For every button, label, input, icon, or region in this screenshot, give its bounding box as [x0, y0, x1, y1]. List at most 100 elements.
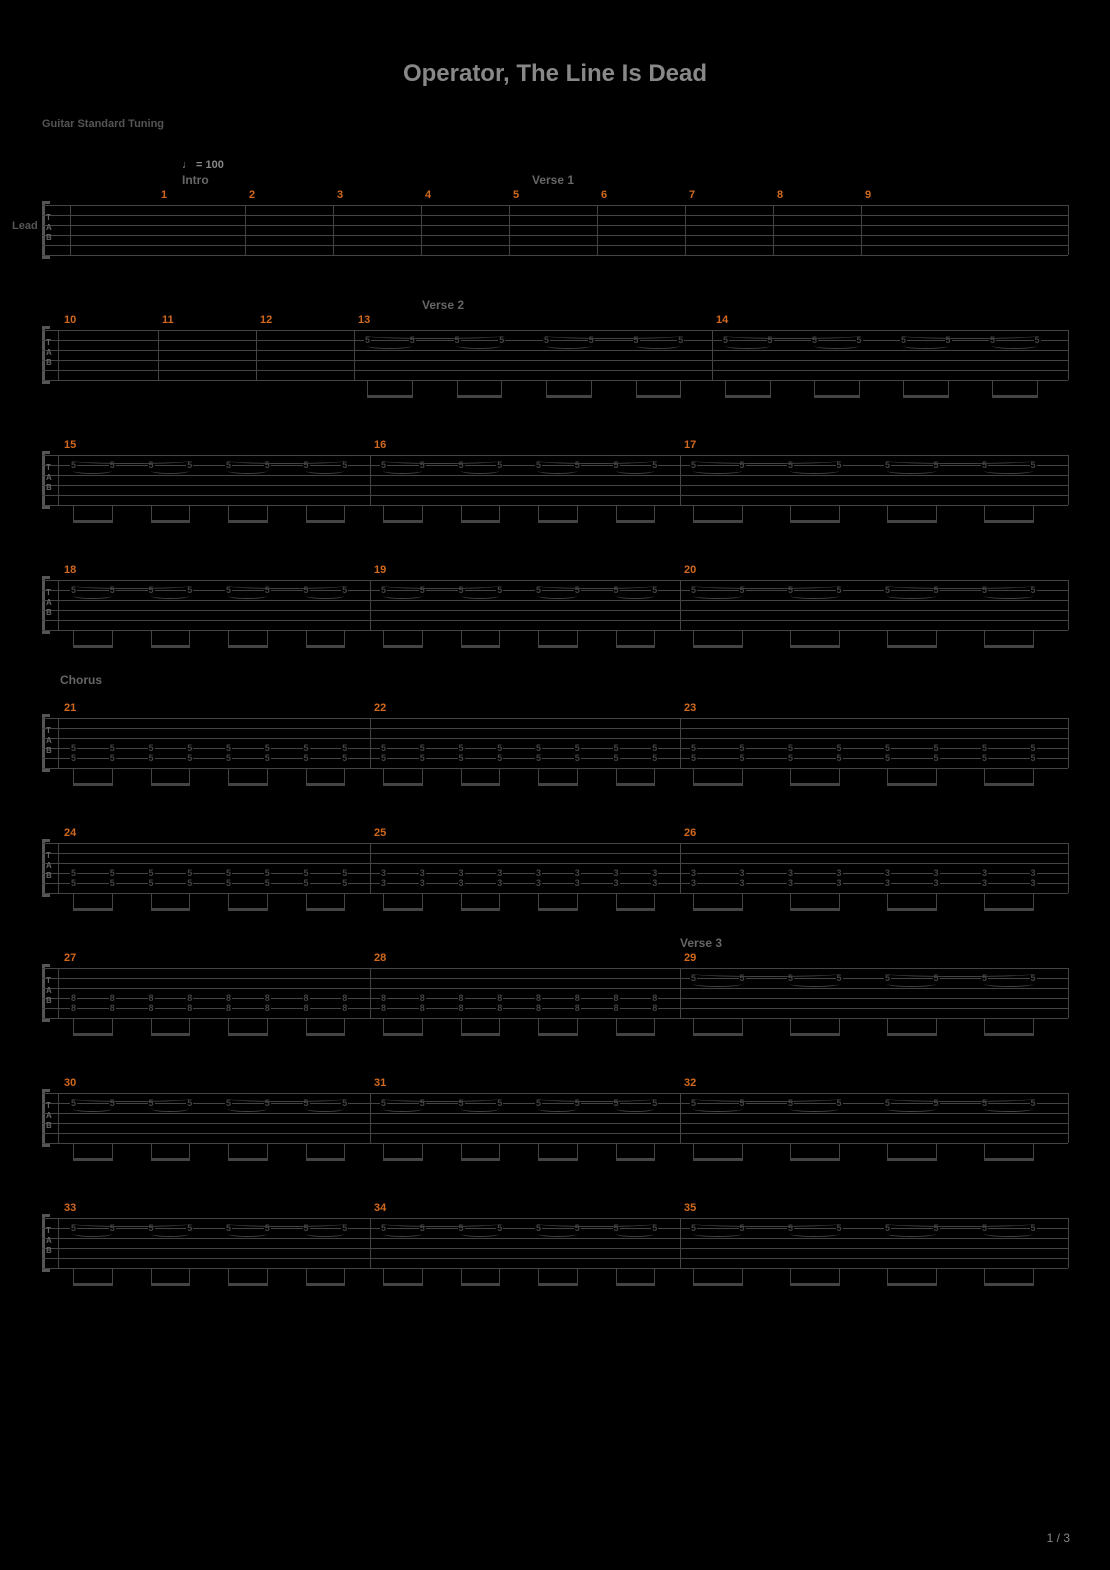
fret-number: 8: [341, 1003, 348, 1013]
staff-bracket: [42, 1089, 45, 1147]
fret-number: 3: [739, 868, 746, 878]
fret-number: 5: [303, 868, 310, 878]
tab-clef: TAB: [46, 976, 52, 1006]
staff-row: Verse 3TAB272829888888888888888888888888…: [42, 968, 1068, 1018]
string-line: [42, 360, 1068, 361]
tab-staff: TAB303132555555555555555555555555: [42, 1093, 1068, 1143]
string-line: [42, 205, 1068, 206]
fret-number: 8: [109, 993, 116, 1003]
fret-number: 5: [613, 753, 620, 763]
string-line: [42, 1008, 1068, 1009]
string-line: [42, 863, 1068, 864]
string-line: [42, 600, 1068, 601]
measure-number: 27: [64, 952, 76, 964]
fret-number: 5: [981, 743, 988, 753]
tab-staff: TAB333435555555555555555555555555: [42, 1218, 1068, 1268]
fret-number: 5: [186, 743, 193, 753]
string-line: [42, 1268, 1068, 1269]
fret-number: 5: [341, 868, 348, 878]
fret-number: 5: [884, 743, 891, 753]
fret-number: 8: [341, 993, 348, 1003]
fret-number: 3: [739, 878, 746, 888]
fret-number: 5: [836, 753, 843, 763]
fret-number: 3: [535, 868, 542, 878]
fret-number: 5: [186, 878, 193, 888]
tab-clef: TAB: [46, 1101, 52, 1131]
string-line: [42, 758, 1068, 759]
fret-number: 3: [380, 868, 387, 878]
measure-number: 25: [374, 827, 386, 839]
fret-number: 5: [981, 753, 988, 763]
barline: [354, 330, 355, 380]
tab-clef: TAB: [46, 1226, 52, 1256]
string-line: [42, 340, 1068, 341]
fret-number: 8: [148, 1003, 155, 1013]
fret-number: 5: [264, 743, 271, 753]
fret-number: 3: [574, 868, 581, 878]
string-line: [42, 485, 1068, 486]
fret-number: 3: [574, 878, 581, 888]
measure-number: 9: [865, 189, 871, 201]
string-line: [42, 330, 1068, 331]
string-line: [42, 1238, 1068, 1239]
fret-number: 5: [148, 878, 155, 888]
barline: [1068, 718, 1069, 768]
string-line: [42, 853, 1068, 854]
barline: [680, 718, 681, 768]
fret-number: 5: [690, 753, 697, 763]
measure-number: 4: [425, 189, 431, 201]
fret-number: 8: [535, 993, 542, 1003]
fret-number: 8: [380, 993, 387, 1003]
staff-row: TAB2425265555555555555555333333333333333…: [42, 843, 1068, 893]
section-label: Chorus: [60, 673, 102, 687]
string-line: [42, 225, 1068, 226]
barline: [421, 205, 422, 255]
measure-number: 28: [374, 952, 386, 964]
fret-number: 5: [109, 868, 116, 878]
fret-number: 5: [535, 753, 542, 763]
string-line: [42, 1218, 1068, 1219]
barline: [680, 580, 681, 630]
fret-number: 8: [419, 1003, 426, 1013]
barline: [158, 330, 159, 380]
fret-number: 5: [148, 743, 155, 753]
fret-number: 5: [496, 753, 503, 763]
fret-number: 5: [739, 753, 746, 763]
fret-number: 8: [186, 1003, 193, 1013]
measure-number: 30: [64, 1077, 76, 1089]
barline: [256, 330, 257, 380]
fret-number: 8: [535, 1003, 542, 1013]
staff-bracket: [42, 964, 45, 1022]
tab-clef: TAB: [46, 338, 52, 368]
string-line: [42, 768, 1068, 769]
barline: [680, 1218, 681, 1268]
staff-row: TAB181920555555555555555555555555: [42, 580, 1068, 630]
measure-number: 13: [358, 314, 370, 326]
staff-bracket: [42, 714, 45, 772]
fret-number: 5: [225, 753, 232, 763]
string-line: [42, 893, 1068, 894]
staff-bracket: [42, 451, 45, 509]
fret-number: 5: [341, 753, 348, 763]
fret-number: 3: [651, 878, 658, 888]
section-label: Intro: [182, 173, 209, 187]
measure-number: 21: [64, 702, 76, 714]
barline: [680, 843, 681, 893]
string-line: [42, 455, 1068, 456]
barline: [1068, 330, 1069, 380]
tab-staff: TAB10111213145555555555555555: [42, 330, 1068, 380]
string-line: [42, 1133, 1068, 1134]
measure-number: 8: [777, 189, 783, 201]
measure-number: 12: [260, 314, 272, 326]
tab-clef: TAB: [46, 588, 52, 618]
measure-number: 15: [64, 439, 76, 451]
fret-number: 5: [70, 743, 77, 753]
string-line: [42, 590, 1068, 591]
string-line: [42, 235, 1068, 236]
string-line: [42, 580, 1068, 581]
staff-bracket: [42, 576, 45, 634]
fret-number: 5: [186, 868, 193, 878]
fret-number: 5: [303, 753, 310, 763]
fret-number: 8: [225, 1003, 232, 1013]
string-line: [42, 1258, 1068, 1259]
